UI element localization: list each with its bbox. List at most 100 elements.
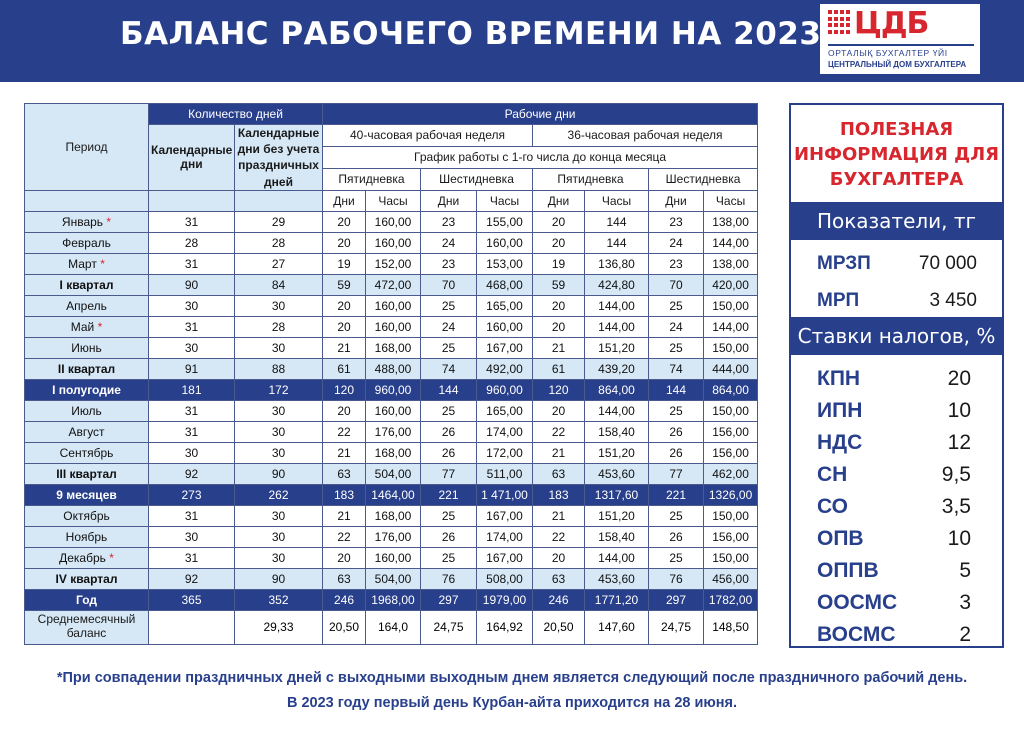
table-cell: 27 xyxy=(234,252,323,275)
tax-rate-row: ОПВ 10 xyxy=(817,527,971,555)
period-label: Май xyxy=(70,319,95,334)
table-cell: 165,00 xyxy=(476,294,533,317)
period-name: Март * xyxy=(24,252,149,275)
table-cell: 30 xyxy=(234,441,323,464)
period-label: Август xyxy=(68,424,105,439)
table-cell: 488,00 xyxy=(365,357,421,380)
tax-rates-title: Ставки налогов, % xyxy=(791,317,1002,355)
table-cell: 28 xyxy=(148,231,235,254)
table-row: Июнь 30 30 21 168,00 25 167,00 21 151,20 25 150,00 xyxy=(24,336,759,359)
period-label: 9 месяцев xyxy=(56,487,117,502)
table-cell: 77 xyxy=(420,462,477,485)
table-row: Сентябрь 30 30 21 168,00 26 172,00 21 151,20 26 15… xyxy=(24,441,759,464)
table-cell: 167,00 xyxy=(476,504,533,527)
header-hours: Часы xyxy=(702,189,759,212)
table-cell: 21 xyxy=(322,336,366,359)
indicator-label: МРЗП xyxy=(817,253,871,274)
table-cell: 439,20 xyxy=(584,357,649,380)
table-row: Ноябрь 30 30 22 176,00 26 174,00 22 158,40 26 156,… xyxy=(24,525,759,548)
header-days: Дни xyxy=(420,189,477,212)
table-cell: 30 xyxy=(234,399,323,422)
indicator-value: 3 450 xyxy=(929,290,977,311)
indicator-value: 70 000 xyxy=(918,253,977,274)
table-row: Апрель 30 30 20 160,00 25 165,00 20 144,00 25 150,… xyxy=(24,294,759,317)
table-cell: 90 xyxy=(234,567,323,590)
logo-bars-icon xyxy=(828,10,850,34)
header-no-holidays-spacer xyxy=(234,189,323,212)
table-cell: 24 xyxy=(420,231,477,254)
table-cell: 59 xyxy=(322,273,366,296)
table-cell: 25 xyxy=(420,399,477,422)
table-cell: 164,0 xyxy=(365,609,421,645)
logo-divider xyxy=(828,44,974,46)
tax-rate-label: ОППВ xyxy=(817,559,879,582)
period-label: IV квартал xyxy=(55,571,118,586)
table-cell: 63 xyxy=(322,462,366,485)
period-label: III квартал xyxy=(56,466,117,481)
table-cell: 25 xyxy=(648,546,704,569)
header-schedule: График работы с 1-го числа до конца меся… xyxy=(321,145,759,169)
table-cell: 63 xyxy=(532,567,585,590)
header-week-40: 40-часовая рабочая неделя xyxy=(322,124,533,147)
table-cell: 151,20 xyxy=(584,441,649,464)
table-row: Июль 31 30 20 160,00 25 165,00 20 144,00 25 150,00 xyxy=(24,399,759,422)
table-cell: 150,00 xyxy=(702,546,759,569)
table-cell: 21 xyxy=(322,441,366,464)
company-logo: ЦДБ ОРТАЛЫҚ БУХГАЛТЕР ҮЙІ ЦЕНТРАЛЬНЫЙ ДО… xyxy=(820,4,980,74)
period-name: I полугодие xyxy=(24,378,149,401)
logo-subtitle-kz: ОРТАЛЫҚ БУХГАЛТЕР ҮЙІ xyxy=(828,48,948,58)
table-cell: 504,00 xyxy=(365,462,421,485)
table-row: Среднемесячный баланс 29,33 20,50 164,0 24,7… xyxy=(24,609,759,645)
table-cell: 167,00 xyxy=(476,546,533,569)
period-label: Ноябрь xyxy=(65,529,108,544)
period-label: Февраль xyxy=(62,235,111,250)
table-cell: 20 xyxy=(322,231,366,254)
table-cell: 26 xyxy=(420,441,477,464)
table-cell: 29 xyxy=(234,210,323,233)
table-cell: 183 xyxy=(322,483,366,506)
period-label: Январь xyxy=(61,214,104,229)
table-cell: 152,00 xyxy=(365,252,421,275)
tax-rate-label: КПН xyxy=(817,367,861,390)
table-cell: 61 xyxy=(532,357,585,380)
tax-rate-value: 20 xyxy=(947,367,971,390)
table-cell: 74 xyxy=(648,357,704,380)
table-cell: 23 xyxy=(420,210,477,233)
table-cell: 24 xyxy=(420,315,477,338)
tax-rate-row: ВОСМС 2 xyxy=(817,623,971,651)
table-cell: 148,50 xyxy=(702,609,759,645)
work-time-balance-table: Период Количество дней Рабочие дни Кален… xyxy=(24,103,759,645)
table-cell: 24,75 xyxy=(420,609,477,645)
table-cell: 183 xyxy=(532,483,585,506)
tax-rate-label: НДС xyxy=(817,431,863,454)
table-cell: 19 xyxy=(322,252,366,275)
table-row: Май * 31 28 20 160,00 24 160,00 20 144,00 24 144,0… xyxy=(24,315,759,338)
table-cell: 153,00 xyxy=(476,252,533,275)
period-name: III квартал xyxy=(24,462,149,485)
tax-rate-label: СН xyxy=(817,463,848,486)
table-cell: 1326,00 xyxy=(702,483,759,506)
table-cell: 1771,20 xyxy=(584,588,649,611)
table-cell: 164,92 xyxy=(476,609,533,645)
table-cell: 20 xyxy=(532,315,585,338)
table-cell: 92 xyxy=(148,567,235,590)
period-name: IV квартал xyxy=(24,567,149,590)
tax-rate-label: ВОСМС xyxy=(817,623,896,646)
table-cell: 144 xyxy=(584,210,649,233)
table-cell: 352 xyxy=(234,588,323,611)
table-cell: 20 xyxy=(322,546,366,569)
period-label: Среднемесячный баланс xyxy=(37,612,136,641)
table-cell: 462,00 xyxy=(702,462,759,485)
header-period-spacer xyxy=(24,189,149,212)
period-name: Декабрь * xyxy=(24,546,149,569)
table-cell: 24 xyxy=(648,231,704,254)
tax-rate-value: 3 xyxy=(959,591,971,614)
table-cell: 90 xyxy=(148,273,235,296)
header-calendar-no-holidays: Календарные дни без учета праздничных дн… xyxy=(234,124,323,191)
period-label: Декабрь xyxy=(59,550,106,565)
header-calendar-days: Календарные дни xyxy=(148,124,235,191)
table-cell: 20 xyxy=(322,294,366,317)
table-body: Январь * 31 29 20 160,00 23 155,00 20 144 23 138,0… xyxy=(24,210,759,645)
table-cell: 167,00 xyxy=(476,336,533,359)
table-cell: 20 xyxy=(532,546,585,569)
